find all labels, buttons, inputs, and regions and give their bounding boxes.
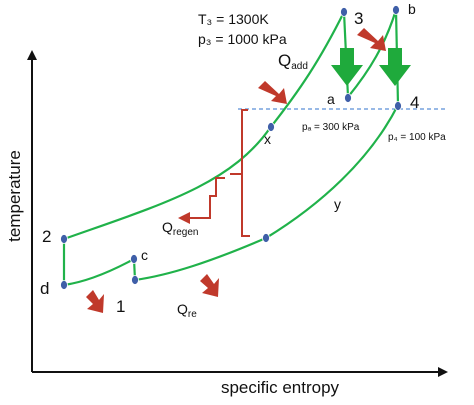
state-points [60,5,402,290]
point-a-marker [344,93,352,103]
annotation-pa: pₐ = 300 kPa [302,122,360,133]
y-axis-label: temperature [5,150,24,242]
label-point-1: 1 [116,297,125,316]
point-2-marker [60,234,68,244]
point-c-marker [130,254,138,264]
label-q-regen-sub: regen [173,227,199,238]
label-q-regen-main: Q [162,219,173,235]
arrow-red-q-add [258,81,287,104]
heat-arrows [86,28,386,313]
curve-c-to-d [63,258,135,287]
label-q-add-sub: add [291,61,308,72]
annotation-p4: p₄ = 100 kPa [388,132,446,143]
arrow-red-left [86,290,104,313]
label-point-3: 3 [354,9,363,28]
point-3-marker [340,7,348,17]
label-point-c: c [141,247,148,263]
x-axis-label: specific entropy [221,378,340,397]
label-point-d: d [40,279,49,298]
arrow-red-q-re [200,274,219,297]
regeneration-bracket [178,109,250,237]
point-d-marker [60,280,68,290]
curve-a-to-b [347,9,398,98]
label-q-re: Qre [177,301,197,320]
label-q-re-sub: re [188,309,197,320]
point-b-marker [392,5,400,15]
label-point-x: x [264,131,271,147]
label-point-a: a [327,91,335,107]
label-q-re-main: Q [177,301,188,317]
point-1-marker [131,275,139,285]
arrow-green-1 [331,48,363,86]
cooling-arrows [331,48,411,86]
label-point-4: 4 [410,93,419,112]
arrow-red-top [357,28,386,51]
curve-2-to-3 [63,11,345,241]
annotation-p3: p₃ = 1000 kPa [198,31,287,47]
label-point-y: y [334,196,341,212]
label-point-b: b [408,1,416,17]
point-4-marker [394,101,402,111]
label-point-2: 2 [42,227,51,246]
label-q-add: Qadd [278,51,308,72]
label-q-add-main: Q [278,51,291,70]
annotation-t3: T₃ = 1300K [198,11,269,27]
point-x-marker [267,122,275,132]
point-y-marker [262,233,270,243]
arrow-green-2 [379,48,411,86]
label-q-regen: Qregen [162,219,198,238]
